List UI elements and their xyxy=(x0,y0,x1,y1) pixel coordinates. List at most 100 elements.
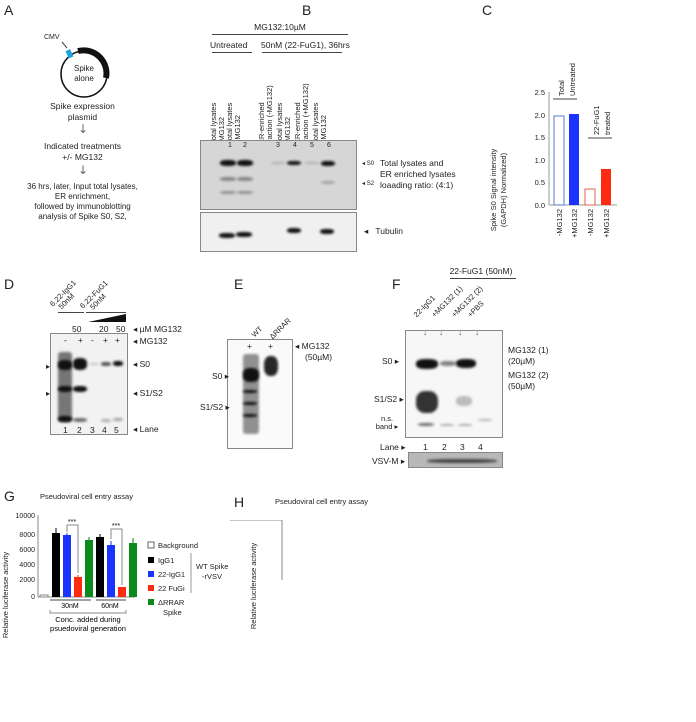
f-lane-label: Lane ▸ xyxy=(380,442,406,452)
svg-text:WT Spike: WT Spike xyxy=(196,562,228,571)
svg-text:2.0: 2.0 xyxy=(535,111,545,120)
b-blot-tubulin xyxy=(200,212,357,252)
panel-label-g: G xyxy=(4,488,15,504)
step-2c: followed by immunoblotting xyxy=(34,202,131,211)
svg-text:0.5: 0.5 xyxy=(535,178,545,187)
svg-text:Relative luciferase activity: Relative luciferase activity xyxy=(1,552,10,639)
panel-label-a: A xyxy=(4,2,14,18)
d-s1s2-label: ◂ S1/S2 xyxy=(133,388,163,398)
step-2b: ER enrichment, xyxy=(54,192,111,201)
f-s0-label: S0 ▸ xyxy=(382,356,400,366)
svg-text:Background: Background xyxy=(158,541,198,550)
svg-text:-MG132: -MG132 xyxy=(586,209,595,236)
d-group-1: 6.22-IgG1 50nM xyxy=(47,278,78,312)
h-title: Pseudoviral cell entry assay xyxy=(275,497,368,506)
panel-label-f: F xyxy=(392,276,401,292)
svg-text:22-IgG1: 22-IgG1 xyxy=(158,570,185,579)
b-blot-spike: 1 2 3 4 5 6 xyxy=(200,140,357,210)
svg-text:ΔRRAR: ΔRRAR xyxy=(158,598,185,607)
b-note-2: ER enriched lysates xyxy=(380,169,456,179)
panel-label-e: E xyxy=(234,276,244,292)
svg-text:Total: Total xyxy=(557,80,566,96)
f-s1s2-label: S1/S2 ▸ xyxy=(374,394,404,404)
cmv-label: CMV xyxy=(44,34,60,41)
b-note-1: Total lysates and xyxy=(380,158,444,168)
plasmid-caption-1: Spike expression xyxy=(50,101,115,111)
d-conc-label: ◂ µM MG132 xyxy=(133,324,182,334)
gradient-wedge-icon xyxy=(88,314,126,322)
svg-text:2.5: 2.5 xyxy=(535,88,545,97)
svg-text:4000: 4000 xyxy=(19,562,35,569)
panel-label-c: C xyxy=(482,2,493,18)
b-lane-2-label: Total lysates +MG132 xyxy=(225,102,242,144)
chart-h: Relative luciferase activity xyxy=(230,520,283,630)
b-lane-3-label: ER-enriched fraction (-MG132) xyxy=(257,85,274,144)
arrow-down-icon: ↓ xyxy=(78,122,89,136)
b-note-3: loaading ratio: (4:1) xyxy=(380,180,454,190)
b-group-treated: 50nM (22-FuG1), 36hrs xyxy=(261,40,350,50)
step-2d: analysis of Spike S0, S2, xyxy=(38,212,127,221)
b-lane-5-label: ER-enriched fraction (+MG132) xyxy=(293,83,310,144)
svg-text:30nM: 30nM xyxy=(61,603,79,610)
d-arrow-s1s2: ▸ xyxy=(46,389,51,398)
panel-label-h: H xyxy=(234,494,245,510)
b-lane-4-label: Total lysates -MG132 xyxy=(275,102,292,144)
plasmid-text-1: Spike xyxy=(73,64,94,73)
panel-label-b: B xyxy=(302,2,312,18)
b-lane-1-label: Total lysates -MG132 xyxy=(209,102,226,144)
e-s0-label: S0 ▸ xyxy=(212,371,230,381)
d-group-2: 6.22-FuG1 50nM xyxy=(77,278,110,312)
f-ns-label: n.s. band ▸ xyxy=(375,414,399,431)
svg-text:Spike S0 Signal intensity: Spike S0 Signal intensity xyxy=(489,148,498,231)
f-vsv-label: VSV-M ▸ xyxy=(372,456,406,466)
plasmid-caption-2: plasmid xyxy=(67,112,98,122)
f-vsv-blot xyxy=(408,452,503,468)
step-1a: Indicated treatments xyxy=(43,141,121,151)
arrow-down-icon: ↓ xyxy=(78,163,89,177)
d-lane-label: ◂ Lane xyxy=(133,424,159,434)
b-header-top: MG132:10µM xyxy=(254,22,306,32)
step-2a: 36 hrs, later, Input total lysates, xyxy=(27,182,138,191)
svg-text:psuedoviral generation: psuedoviral generation xyxy=(50,624,126,633)
svg-text:-MG132: -MG132 xyxy=(555,209,564,236)
step-1b: +/- MG132 xyxy=(62,152,103,162)
plasmid-text-2: alone xyxy=(74,74,94,83)
plasmid-icon xyxy=(60,41,110,98)
svg-text:22-FuG1: 22-FuG1 xyxy=(592,105,601,135)
d-s0-label: ◂ S0 xyxy=(133,359,151,369)
panel-label-d: D xyxy=(4,276,15,292)
svg-text:10000: 10000 xyxy=(16,513,36,520)
e-s1s2-label: S1/S2 ▸ xyxy=(200,402,230,412)
svg-text:Relative luciferase activity: Relative luciferase activity xyxy=(249,543,258,630)
svg-text:1.0: 1.0 xyxy=(535,156,545,165)
b-marker-s2: ◂ S2 xyxy=(362,181,375,187)
b-marker-s0: ◂ S0 xyxy=(362,161,375,167)
svg-text:***: *** xyxy=(112,523,120,530)
svg-text:6000: 6000 xyxy=(19,547,35,554)
svg-text:***: *** xyxy=(68,519,76,526)
svg-text:(GAPDH) Normalized): (GAPDH) Normalized) xyxy=(499,152,508,227)
b-tubulin-label: ◂ Tubulin xyxy=(364,226,403,236)
svg-text:60nM: 60nM xyxy=(101,603,119,610)
svg-text:22 FuGi: 22 FuGi xyxy=(158,584,185,593)
svg-text:+MG132: +MG132 xyxy=(602,209,611,238)
d-arrow-s0: ▸ xyxy=(46,362,51,371)
f-blot: ↓ ↓ ↓ ↓ xyxy=(405,330,503,438)
svg-text:8000: 8000 xyxy=(19,532,35,539)
b-group-untreated: Untreated xyxy=(210,40,248,50)
svg-text:treated: treated xyxy=(603,112,612,135)
svg-text:0: 0 xyxy=(31,594,35,601)
g-title: Pseudoviral cell entry assay xyxy=(40,492,133,501)
svg-text:+MG132: +MG132 xyxy=(570,209,579,238)
svg-text:IgG1: IgG1 xyxy=(158,556,174,565)
svg-text:Conc. added during: Conc. added during xyxy=(55,615,120,624)
chart-g: Relative luciferase activity 0 2000 4000 6… xyxy=(1,513,228,639)
svg-text:2000: 2000 xyxy=(19,577,35,584)
svg-text:Untreated: Untreated xyxy=(568,63,577,96)
chart-c: Spike S0 Signal intensity (GAPDH) Normal… xyxy=(489,63,617,238)
svg-text:1.5: 1.5 xyxy=(535,133,545,142)
svg-text:-rVSV: -rVSV xyxy=(202,572,222,581)
e-mg-label: ◂ MG132 xyxy=(295,341,330,351)
d-sign-label: ◂ MG132 xyxy=(133,336,168,346)
d-blot: - + - + + 1 2 3 4 5 xyxy=(50,333,128,435)
